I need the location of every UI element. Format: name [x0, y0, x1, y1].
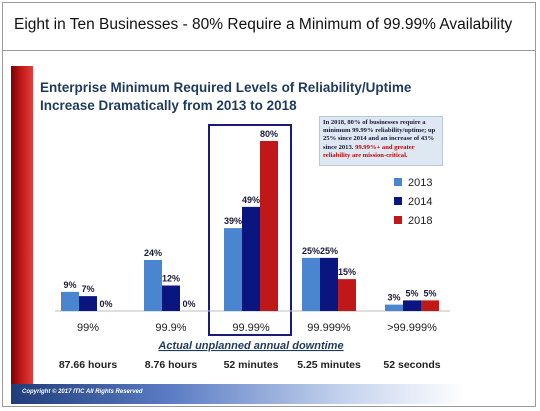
legend-label-2014: 2014: [408, 196, 432, 208]
legend-swatch-2013: [394, 178, 402, 186]
chart-title-line-1: Enterprise Minimum Required Levels of Re…: [40, 80, 412, 95]
bar-2014-2: [242, 206, 260, 311]
downtime-label-1: 8.76 hours: [145, 359, 198, 371]
callout-text: In 2018, 80% of businesses require a min…: [323, 119, 436, 151]
downtime-labels-layer: 87.66 hours 8.76 hours 52 minutes 5.25 minu…: [59, 359, 441, 371]
bar-label-2018-4: 5%: [423, 288, 436, 298]
callout-highlight-text: 99.99%+ and greater reliability are miss…: [323, 143, 415, 159]
downtime-label-4: 52 seconds: [383, 359, 440, 371]
downtime-axis-title: Actual unplanned annual downtime: [157, 340, 343, 352]
bar-label-2014-1: 12%: [162, 274, 180, 284]
bar-2018-3: [338, 279, 356, 311]
callout-note: In 2018, 80% of businesses require a min…: [319, 116, 443, 166]
footer-bar: [11, 384, 465, 404]
category-labels-layer: 99% 99.9% 99.99% 99.999% >99.999%: [77, 322, 437, 334]
downtime-label-3: 5.25 minutes: [297, 359, 361, 371]
bar-label-2013-3: 25%: [302, 246, 320, 256]
bar-label-2013-0: 9%: [63, 280, 76, 290]
bar-2013-4: [385, 304, 403, 311]
bar-label-2014-4: 5%: [405, 288, 418, 298]
bar-labels-layer: 9% 7% 0% 24% 12% 0% 39% 49% 80% 25% 25% 15% 3% 5% 5%: [63, 129, 436, 309]
category-label-3: 99.999%: [307, 322, 351, 334]
downtime-label-0: 87.66 hours: [59, 359, 118, 371]
category-label-0: 99%: [77, 322, 99, 334]
bar-label-2018-2: 80%: [260, 129, 278, 139]
bar-label-2014-3: 25%: [320, 246, 338, 256]
bar-2018-2: [260, 141, 278, 311]
bar-label-2014-0: 7%: [81, 284, 94, 294]
legend-label-2013: 2013: [408, 177, 432, 189]
bar-2018-4: [421, 300, 439, 311]
bar-2014-0: [79, 296, 97, 311]
downtime-label-2: 52 minutes: [224, 359, 279, 371]
category-label-4: >99.999%: [387, 322, 437, 334]
legend-swatch-2014: [394, 197, 402, 205]
title-divider: [2, 50, 536, 51]
bar-2013-2: [224, 228, 242, 311]
legend: 2013 2014 2018: [394, 177, 432, 227]
category-label-2: 99.99%: [232, 322, 270, 334]
bar-label-2013-4: 3%: [387, 293, 400, 303]
page-title: Eight in Ten Businesses - 80% Require a …: [14, 16, 513, 33]
legend-swatch-2018: [394, 216, 402, 224]
bar-label-2018-0: 0%: [99, 299, 112, 309]
bar-label-2013-2: 39%: [224, 216, 242, 226]
bar-2013-3: [302, 257, 320, 311]
bar-2013-0: [61, 291, 79, 311]
bar-label-2014-2: 49%: [242, 195, 260, 205]
bar-2014-4: [403, 300, 421, 311]
bar-label-2018-3: 15%: [338, 267, 356, 277]
bar-2014-1: [162, 285, 180, 311]
bars-layer: [61, 141, 439, 311]
category-label-1: 99.9%: [155, 322, 186, 334]
slide-accent-bar: [11, 66, 33, 384]
bar-label-2018-1: 0%: [182, 299, 195, 309]
bar-label-2013-1: 24%: [144, 248, 162, 258]
copyright-text: Copyright © 2017 ITIC All Rights Reserve…: [22, 389, 143, 395]
legend-label-2018: 2018: [408, 215, 432, 227]
bar-2014-3: [320, 257, 338, 311]
chart-title-line-2: Increase Dramatically from 2013 to 2018: [40, 98, 297, 113]
bar-2013-1: [144, 260, 162, 311]
highlight-box: [208, 124, 292, 336]
